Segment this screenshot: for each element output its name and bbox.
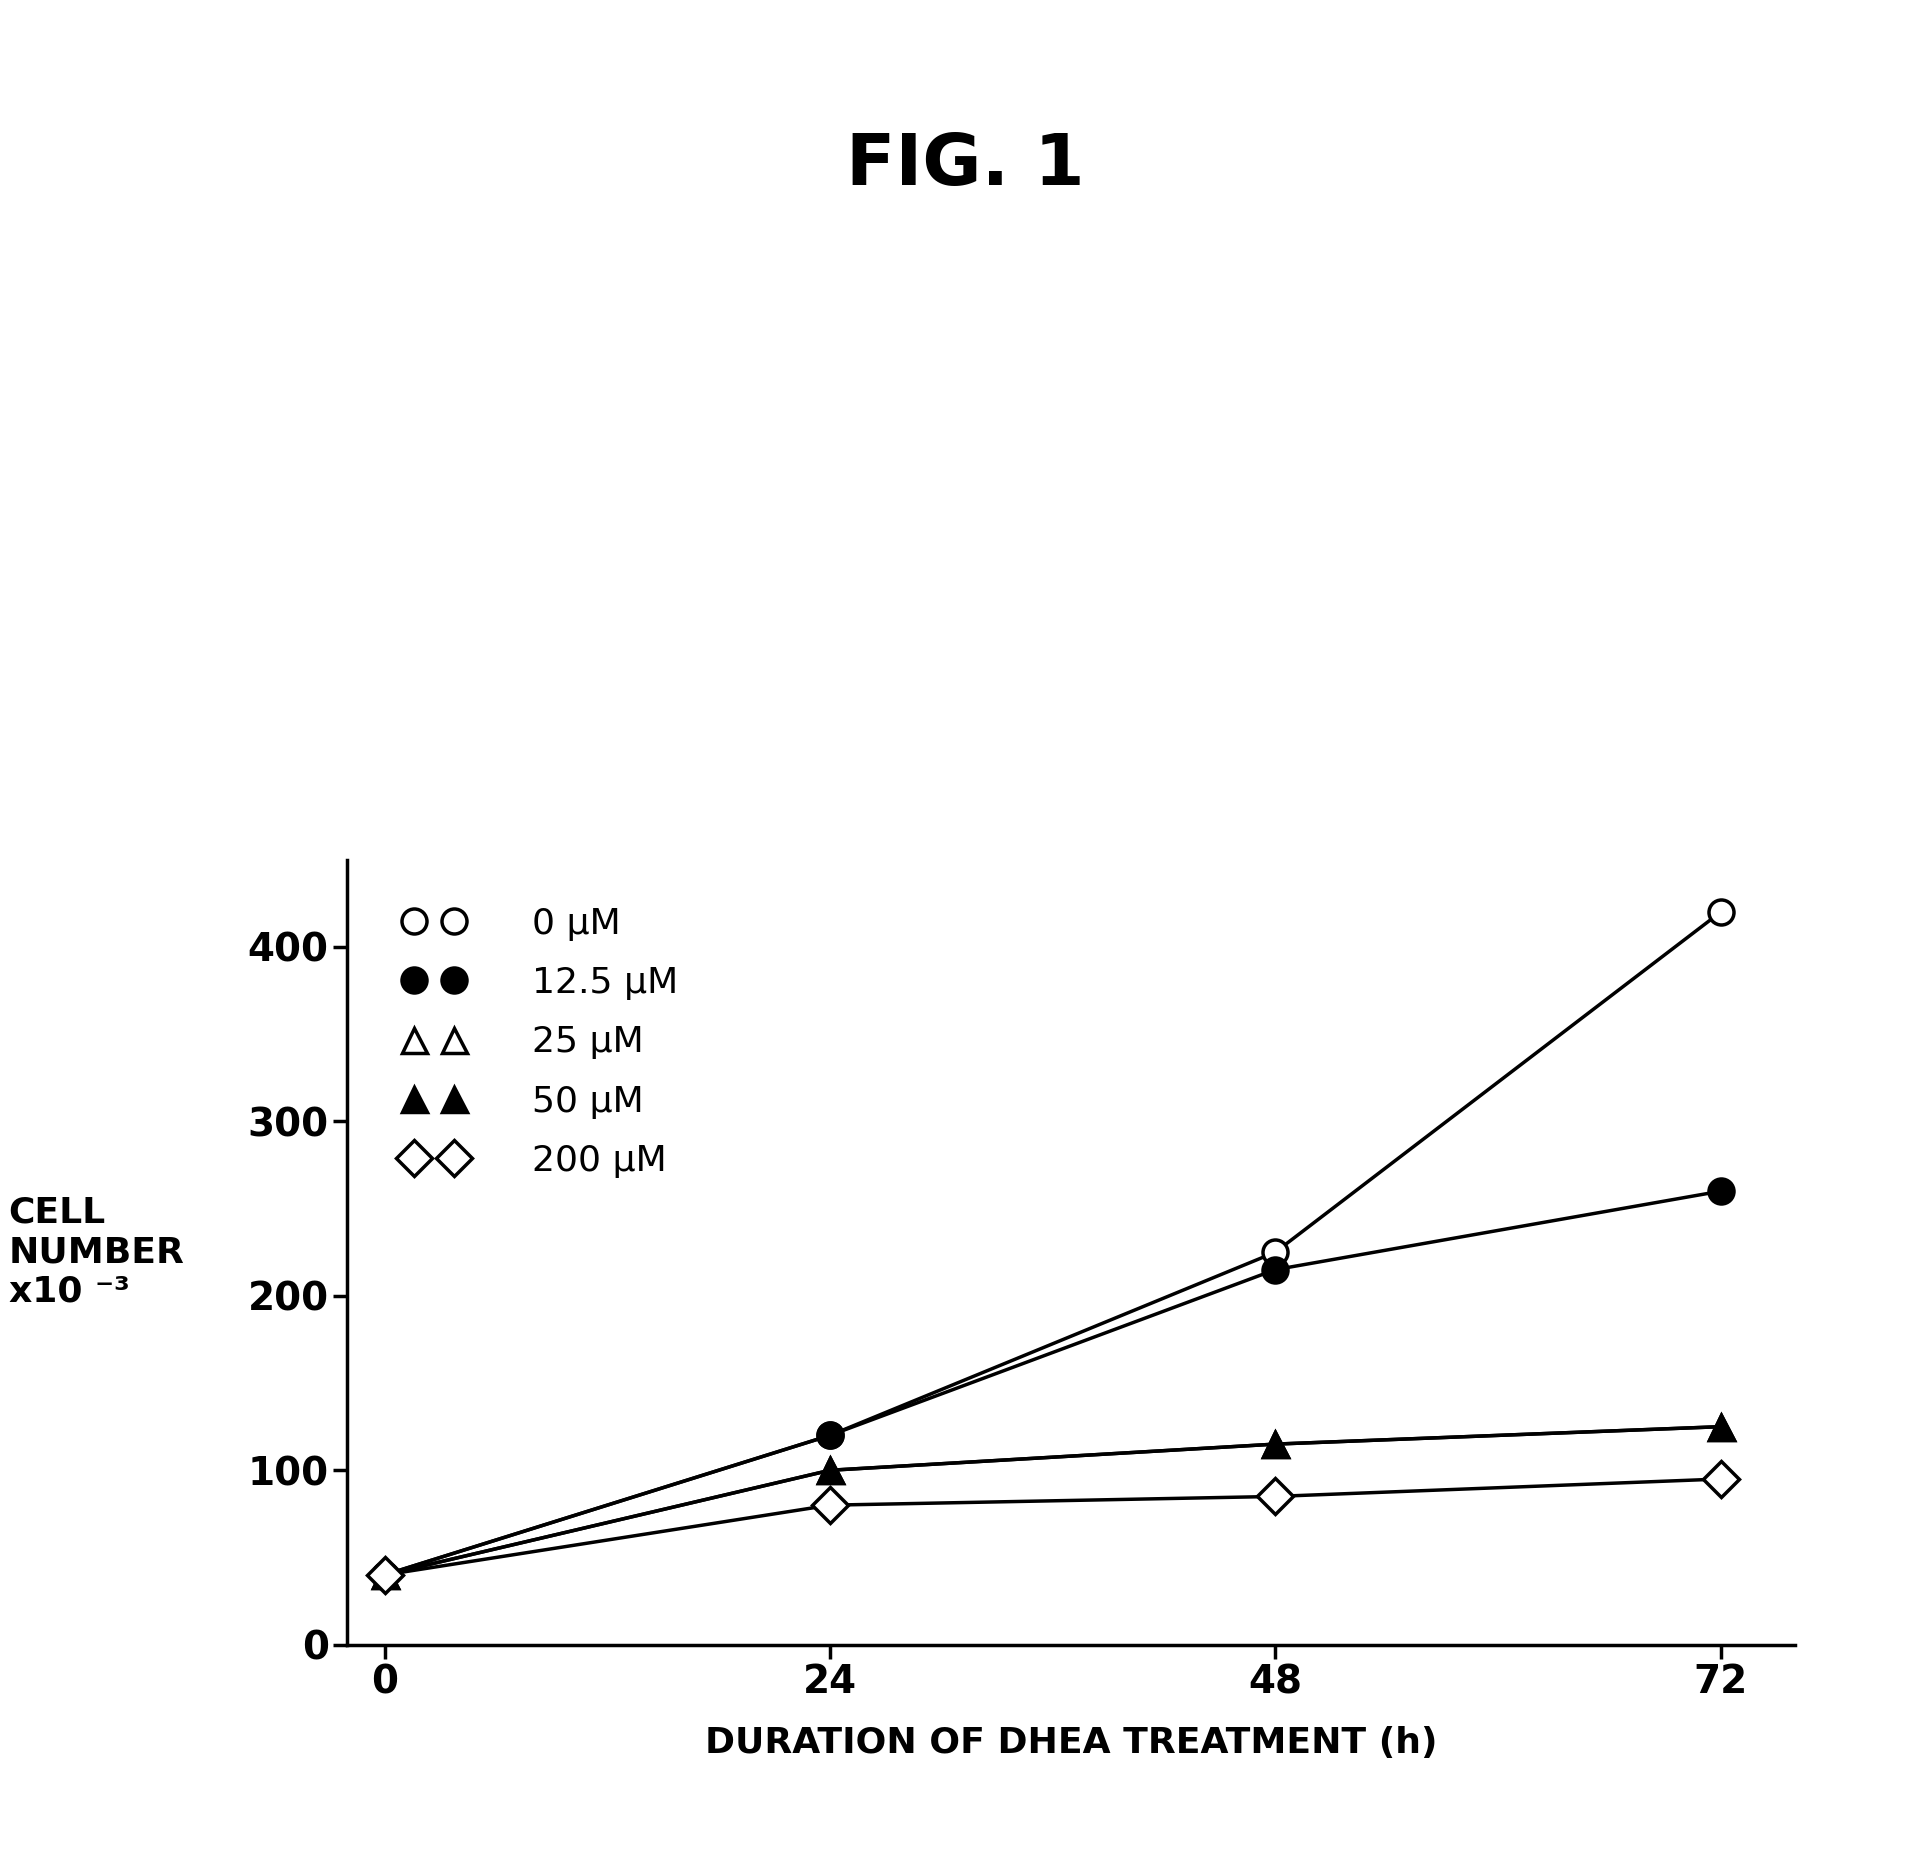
X-axis label: DURATION OF DHEA TREATMENT (h): DURATION OF DHEA TREATMENT (h) <box>704 1727 1438 1761</box>
Legend: 0 μM, 12.5 μM, 25 μM, 50 μM, 200 μM: 0 μM, 12.5 μM, 25 μM, 50 μM, 200 μM <box>365 878 706 1207</box>
Text: CELL
NUMBER
x10 ⁻³: CELL NUMBER x10 ⁻³ <box>8 1196 185 1308</box>
Text: FIG. 1: FIG. 1 <box>845 131 1085 200</box>
